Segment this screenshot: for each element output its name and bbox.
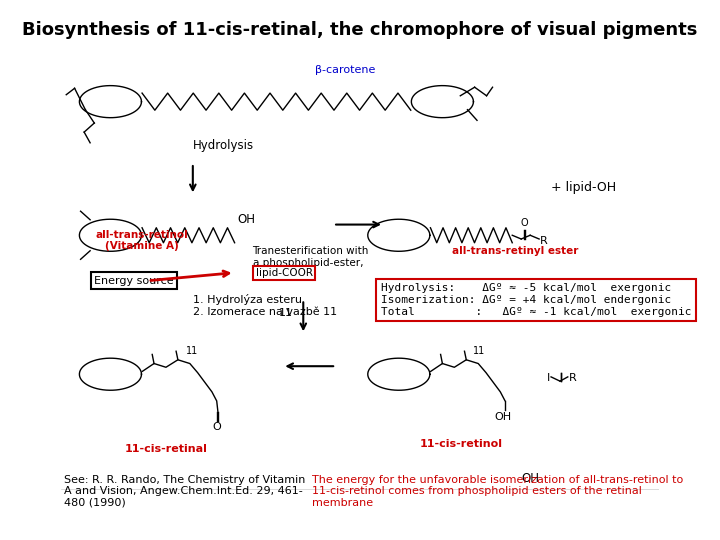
Text: R: R	[569, 373, 577, 383]
Text: Tranesterification with
a phospholipid-ester,: Tranesterification with a phospholipid-e…	[253, 246, 369, 267]
Text: 11: 11	[186, 346, 198, 355]
Text: OH: OH	[495, 411, 512, 422]
Text: Energy source: Energy source	[94, 276, 174, 286]
Text: O: O	[212, 422, 221, 433]
Text: 11: 11	[473, 346, 485, 355]
Text: 1. Hydrolýza esteru
2. Izomerace na vazbě 11: 1. Hydrolýza esteru 2. Izomerace na vazb…	[193, 294, 337, 316]
Text: β-carotene: β-carotene	[315, 65, 375, 75]
Text: lipid-COOR: lipid-COOR	[256, 268, 312, 278]
Text: OH: OH	[521, 472, 539, 485]
Text: Hydrolysis: Hydrolysis	[193, 139, 254, 152]
Text: R: R	[540, 235, 547, 246]
Text: all-trans-retinyl ester: all-trans-retinyl ester	[452, 246, 578, 256]
Text: See: R. R. Rando, The Chemistry of Vitamin
A and Vision, Angew.Chem.Int.Ed. 29, : See: R. R. Rando, The Chemistry of Vitam…	[65, 475, 306, 508]
Text: The energy for the unfavorable isomerization of all-trans-retinol to
11-cis-reti: The energy for the unfavorable isomeriza…	[312, 475, 683, 508]
Text: O: O	[520, 218, 528, 228]
Text: I: I	[546, 373, 549, 383]
Text: 11-cis-retinal: 11-cis-retinal	[125, 444, 207, 454]
Text: 11: 11	[279, 308, 292, 318]
Text: Biosynthesis of 11-cis-retinal, the chromophore of visual pigments: Biosynthesis of 11-cis-retinal, the chro…	[22, 22, 698, 39]
Text: Hydrolysis:    ΔGº ≈ -5 kcal/mol  exergonic
Isomerization: ΔGº = +4 kcal/mol end: Hydrolysis: ΔGº ≈ -5 kcal/mol exergonic …	[381, 284, 691, 316]
Text: OH: OH	[238, 213, 256, 226]
Text: 11-cis-retinol: 11-cis-retinol	[420, 438, 503, 449]
Text: + lipid-OH: + lipid-OH	[551, 181, 616, 194]
Text: all-trans-retinol
(Vitamine A): all-trans-retinol (Vitamine A)	[96, 230, 189, 252]
